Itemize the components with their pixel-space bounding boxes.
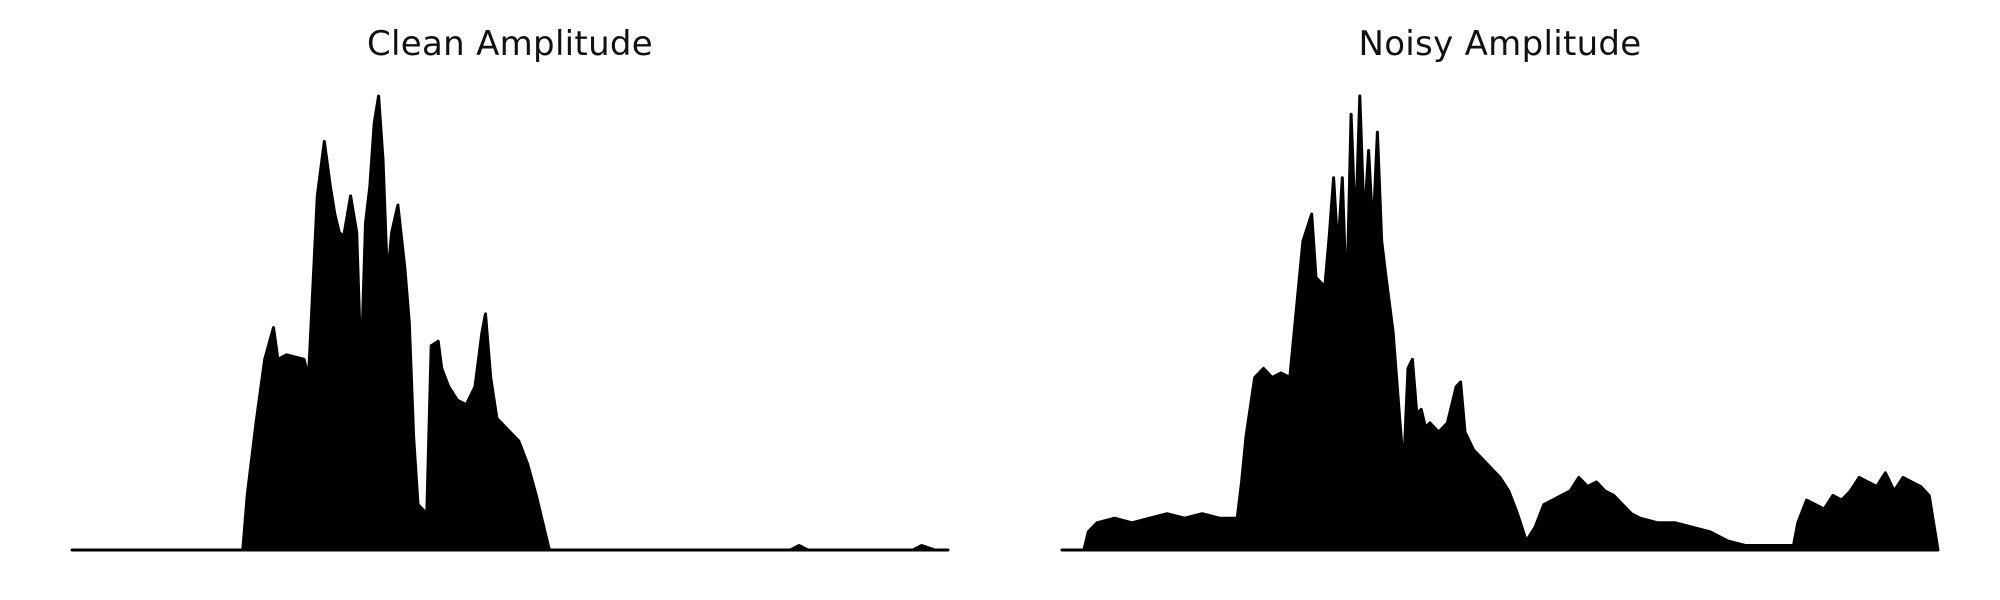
noisy-amplitude-waveform-series-0 — [1060, 94, 1940, 552]
noisy-amplitude-title: Noisy Amplitude — [1358, 24, 1642, 64]
noisy-amplitude-waveform-svg — [1060, 94, 1940, 552]
noisy-amplitude-plot — [1050, 80, 1950, 560]
clean-amplitude-plot — [60, 80, 960, 560]
clean-amplitude-title: Clean Amplitude — [366, 24, 654, 64]
clean-amplitude-panel: Clean Amplitude — [60, 0, 960, 600]
clean-amplitude-waveform-series-0 — [70, 94, 950, 552]
noisy-amplitude-panel: Noisy Amplitude — [1050, 0, 1950, 600]
clean-amplitude-waveform-svg — [70, 94, 950, 552]
